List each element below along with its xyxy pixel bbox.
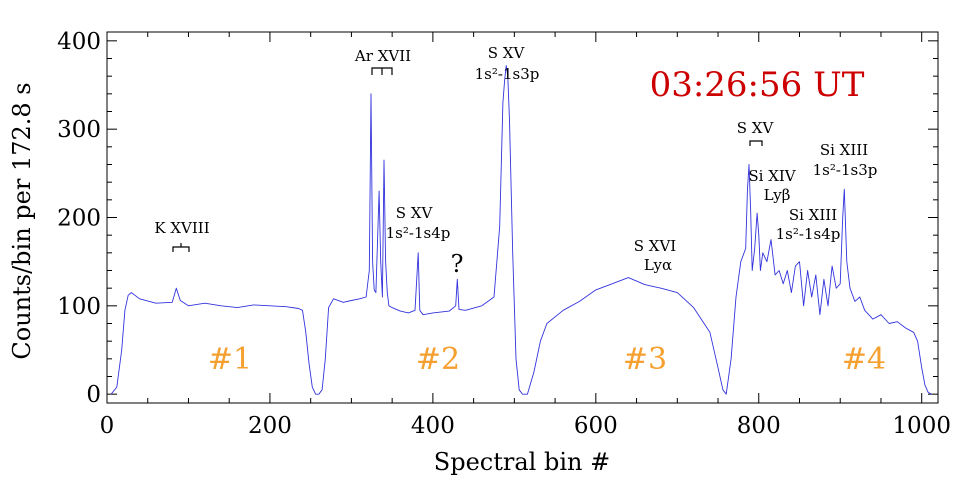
annotation-s-xv-b: S XV [488, 44, 526, 62]
y-axis-title: Counts/bin per 172.8 s [8, 82, 36, 359]
annotation-si-xiii-b-transition: 1s²-1s3p [813, 161, 878, 179]
region-label-1: #1 [208, 342, 252, 377]
x-tick-label: 600 [574, 413, 618, 439]
region-label-3: #3 [623, 342, 667, 377]
annotation-s-xvi-lya: Lyα [644, 256, 672, 274]
y-tick-label: 100 [57, 294, 101, 320]
y-tick-label: 300 [57, 117, 101, 143]
annotation-k-xviii: K XVIII [154, 219, 209, 237]
y-tick-label: 200 [57, 206, 101, 232]
plot-area: 0 200 400 600 800 1000 0 100 200 300 400 [57, 29, 951, 439]
x-tick-label: 0 [100, 413, 115, 439]
annotation-si-xiii-a: Si XIII [789, 206, 837, 224]
annotation-si-xiv-lyb: Lyβ [764, 186, 791, 204]
y-tick-label: 0 [86, 382, 101, 408]
annotation-si-xiv: Si XIV [748, 167, 796, 185]
bracket-s-xv-c [749, 140, 763, 146]
x-tick-label: 800 [737, 413, 781, 439]
x-tick-label: 200 [248, 413, 292, 439]
x-tick-label: 400 [411, 413, 455, 439]
annotation-unknown-line: ? [451, 250, 464, 278]
timestamp-label: 03:26:56 UT [650, 65, 865, 105]
annotation-s-xv-a-transition: 1s²-1s4p [386, 224, 451, 242]
y-tick-label: 400 [57, 29, 101, 55]
x-axis-title: Spectral bin # [434, 448, 610, 476]
bracket-k-xviii [172, 243, 190, 252]
annotation-s-xvi: S XVI [634, 237, 677, 255]
annotation-s-xv-b-transition: 1s²-1s3p [475, 65, 540, 83]
annotation-s-xv-c: S XV [737, 119, 775, 137]
annotation-ar-xvii: Ar XVII [354, 47, 411, 65]
region-label-2: #2 [416, 342, 460, 377]
annotation-si-xiii-b: Si XIII [820, 141, 868, 159]
annotation-si-xiii-a-transition: 1s²-1s4p [776, 225, 841, 243]
region-label-4: #4 [842, 342, 886, 377]
spectrum-line [110, 65, 932, 395]
x-tick-label: 1000 [892, 413, 951, 439]
bracket-ar-xvii [371, 67, 393, 75]
annotation-s-xv-a: S XV [396, 204, 434, 222]
